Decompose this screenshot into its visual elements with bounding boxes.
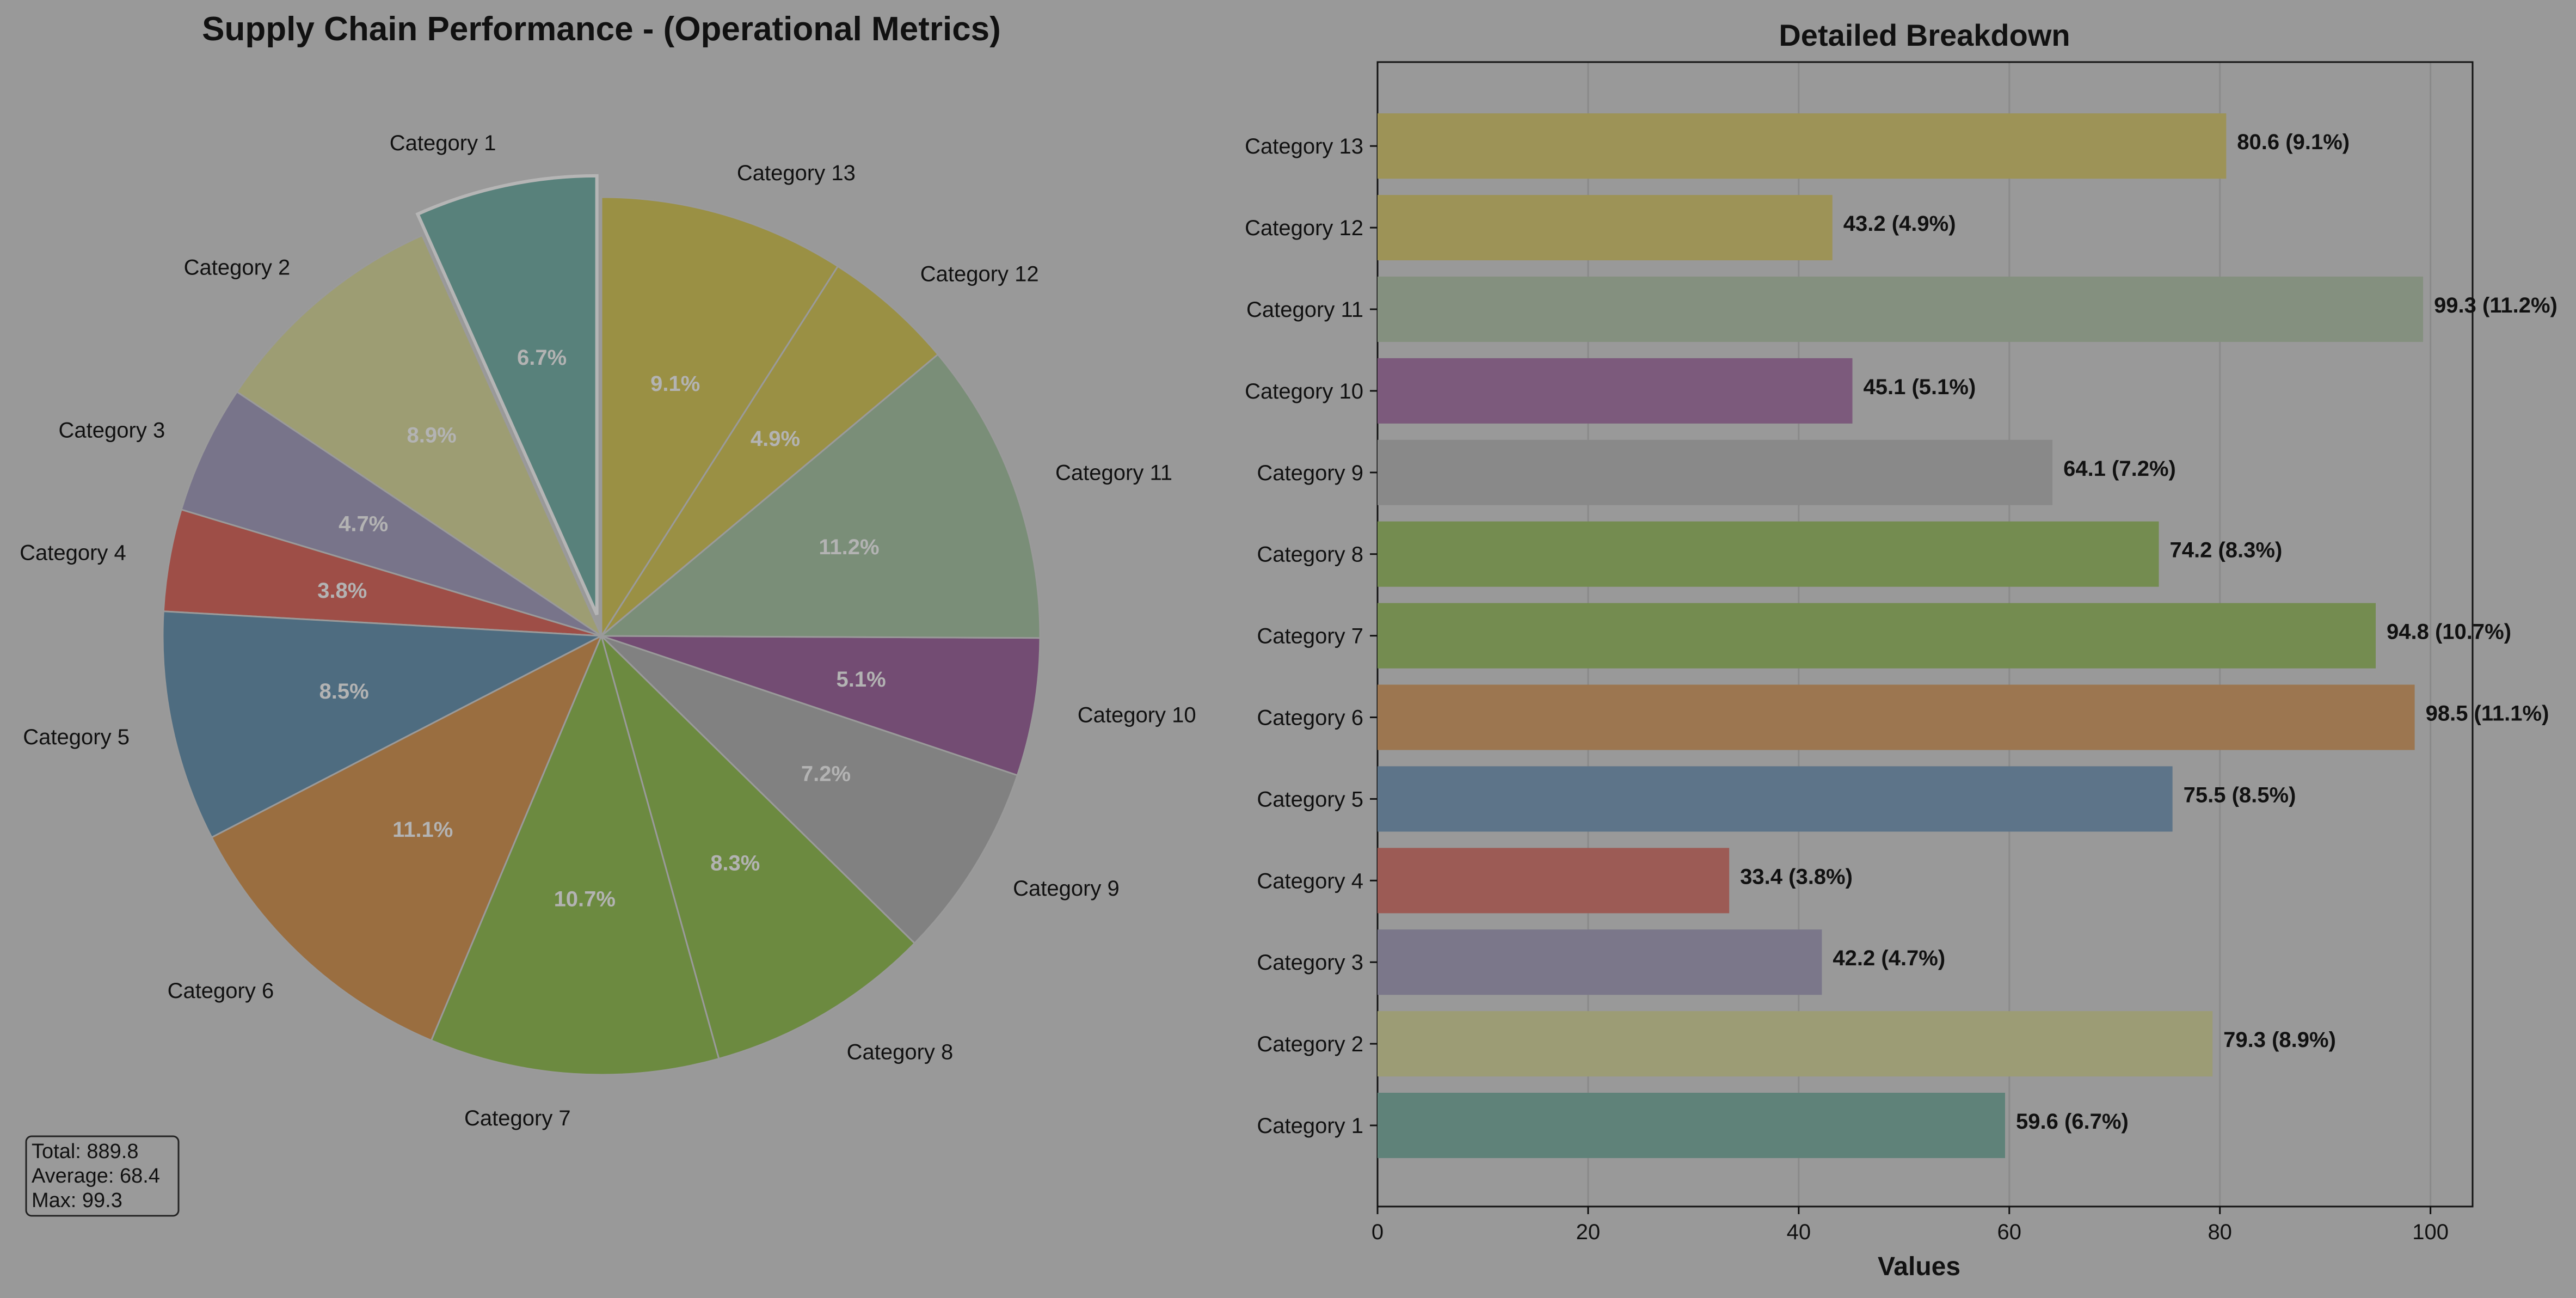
pie-percent-label: 7.2% xyxy=(801,762,851,786)
pie-category-label: Category 10 xyxy=(1078,703,1196,727)
pie-percent-label: 8.9% xyxy=(407,423,457,447)
bar-value-label: 75.5 (8.5%) xyxy=(2184,783,2296,807)
bar-title: Detailed Breakdown xyxy=(1779,18,2070,52)
bar-category-9 xyxy=(1378,439,2053,505)
y-tick-label: Category 11 xyxy=(1246,298,1363,322)
bar-category-8 xyxy=(1378,521,2159,587)
bar-value-label: 43.2 (4.9%) xyxy=(1843,212,1956,236)
bar-chart: 0 20 40 60 80 100 Category 1 59.6 (6.7%) Categor… xyxy=(1245,61,2557,1244)
bar-value-label: 33.4 (3.8%) xyxy=(1740,865,1853,889)
pie-category-label: Category 2 xyxy=(184,255,291,279)
pie-slice-category-11 xyxy=(599,353,1041,639)
x-tick-label: 20 xyxy=(1576,1220,1601,1244)
y-tick-label: Category 6 xyxy=(1257,706,1363,730)
bar-category-13 xyxy=(1378,113,2227,179)
y-tick-label: Category 1 xyxy=(1257,1114,1363,1138)
bar-value-label: 80.6 (9.1%) xyxy=(2237,130,2350,154)
bar-value-label: 99.3 (11.2%) xyxy=(2434,293,2557,317)
bar-category-1 xyxy=(1378,1093,2006,1158)
bar-category-10 xyxy=(1378,358,1853,424)
pie-category-label: Category 5 xyxy=(23,725,130,749)
pie-category-label: Category 3 xyxy=(59,419,165,443)
pie-percent-label: 3.8% xyxy=(317,579,367,603)
y-tick-label: Category 7 xyxy=(1257,624,1363,648)
bar-category-11 xyxy=(1378,277,2424,342)
pie-percent-label: 11.1% xyxy=(392,818,453,842)
bar-category-2 xyxy=(1378,1011,2213,1077)
bar-category-12 xyxy=(1378,195,1833,261)
bar-value-label: 79.3 (8.9%) xyxy=(2223,1028,2336,1052)
pie-chart: Category 1 6.7% Category 2 8.9% Category 3 4.… xyxy=(20,131,1196,1130)
pie-percent-label: 11.2% xyxy=(819,535,879,559)
pie-title: Supply Chain Performance - (Operational … xyxy=(202,10,1001,48)
pie-percent-label: 9.1% xyxy=(650,372,700,396)
y-tick-label: Category 2 xyxy=(1257,1032,1363,1056)
pie-percent-label: 4.9% xyxy=(751,427,800,451)
bar-category-7 xyxy=(1378,603,2376,669)
pie-percent-label: 10.7% xyxy=(554,887,616,911)
y-tick-label: Category 4 xyxy=(1257,869,1363,893)
pie-category-label: Category 9 xyxy=(1013,877,1120,901)
bar-value-label: 64.1 (7.2%) xyxy=(2063,457,2176,481)
pie-percent-label: 4.7% xyxy=(339,512,388,536)
x-tick-label: 60 xyxy=(1997,1220,2022,1244)
y-tick-label: Category 12 xyxy=(1245,216,1363,240)
pie-percent-label: 8.5% xyxy=(319,679,368,703)
y-tick-label: Category 13 xyxy=(1245,134,1363,158)
pie-slice-category-3 xyxy=(180,390,602,637)
bar-value-label: 98.5 (11.1%) xyxy=(2426,702,2549,726)
bar-category-5 xyxy=(1378,766,2173,832)
pie-category-label: Category 4 xyxy=(20,541,126,565)
pie-category-label: Category 6 xyxy=(168,979,274,1003)
bar-value-label: 59.6 (6.7%) xyxy=(2016,1110,2129,1134)
y-tick-label: Category 10 xyxy=(1245,379,1363,403)
bar-category-3 xyxy=(1378,929,1822,995)
y-tick-label: Category 8 xyxy=(1257,543,1363,567)
x-tick-label: 80 xyxy=(2208,1220,2232,1244)
pie-slice-category-7 xyxy=(430,633,720,1076)
pie-category-label: Category 7 xyxy=(464,1106,571,1130)
x-axis-title: Values xyxy=(1878,1252,1960,1281)
pie-slice-category-8 xyxy=(600,633,916,1060)
bar-value-label: 74.2 (8.3%) xyxy=(2169,538,2282,562)
y-tick-label: Category 9 xyxy=(1257,461,1363,485)
pie-category-label: Category 13 xyxy=(737,161,856,185)
pie-slice-category-1 xyxy=(415,174,599,616)
bar-value-label: 42.2 (4.7%) xyxy=(1833,946,1945,970)
pie-category-label: Category 12 xyxy=(920,262,1039,286)
bar-value-label: 94.8 (10.7%) xyxy=(2387,620,2511,644)
x-tick-label: 0 xyxy=(1372,1220,1384,1244)
pie-slice-category-12 xyxy=(600,265,939,637)
pie-percent-label: 8.3% xyxy=(710,851,760,875)
stats-average: Average: 68.4 xyxy=(32,1165,160,1187)
pie-slice-category-2 xyxy=(236,234,604,639)
stats-box-frame xyxy=(25,1135,180,1217)
pie-slice-category-9 xyxy=(600,635,1019,945)
pie-slice-category-10 xyxy=(601,635,1041,776)
bar-category-6 xyxy=(1378,684,2415,750)
pie-slice-category-4 xyxy=(162,509,602,637)
stats-box: Total: 889.8 Average: 68.4 Max: 99.3 xyxy=(25,1135,180,1217)
x-tick-label: 40 xyxy=(1787,1220,1811,1244)
pie-percent-label: 6.7% xyxy=(517,346,567,370)
bar-category-4 xyxy=(1378,848,1730,914)
stats-max: Max: 99.3 xyxy=(32,1189,122,1212)
x-tick-label: 100 xyxy=(2412,1220,2449,1244)
y-tick-label: Category 5 xyxy=(1257,787,1363,811)
pie-percent-label: 5.1% xyxy=(837,668,886,691)
pie-slice-category-6 xyxy=(210,634,603,1042)
stats-total: Total: 889.8 xyxy=(32,1140,138,1163)
pie-category-label: Category 8 xyxy=(847,1040,954,1064)
pie-category-label: Category 11 xyxy=(1055,461,1172,485)
pie-slice-category-13 xyxy=(600,196,839,639)
bar-value-label: 45.1 (5.1%) xyxy=(1864,375,1976,399)
y-tick-label: Category 3 xyxy=(1257,951,1363,975)
pie-slice-category-5 xyxy=(162,610,605,839)
pie-category-label: Category 1 xyxy=(390,131,496,155)
